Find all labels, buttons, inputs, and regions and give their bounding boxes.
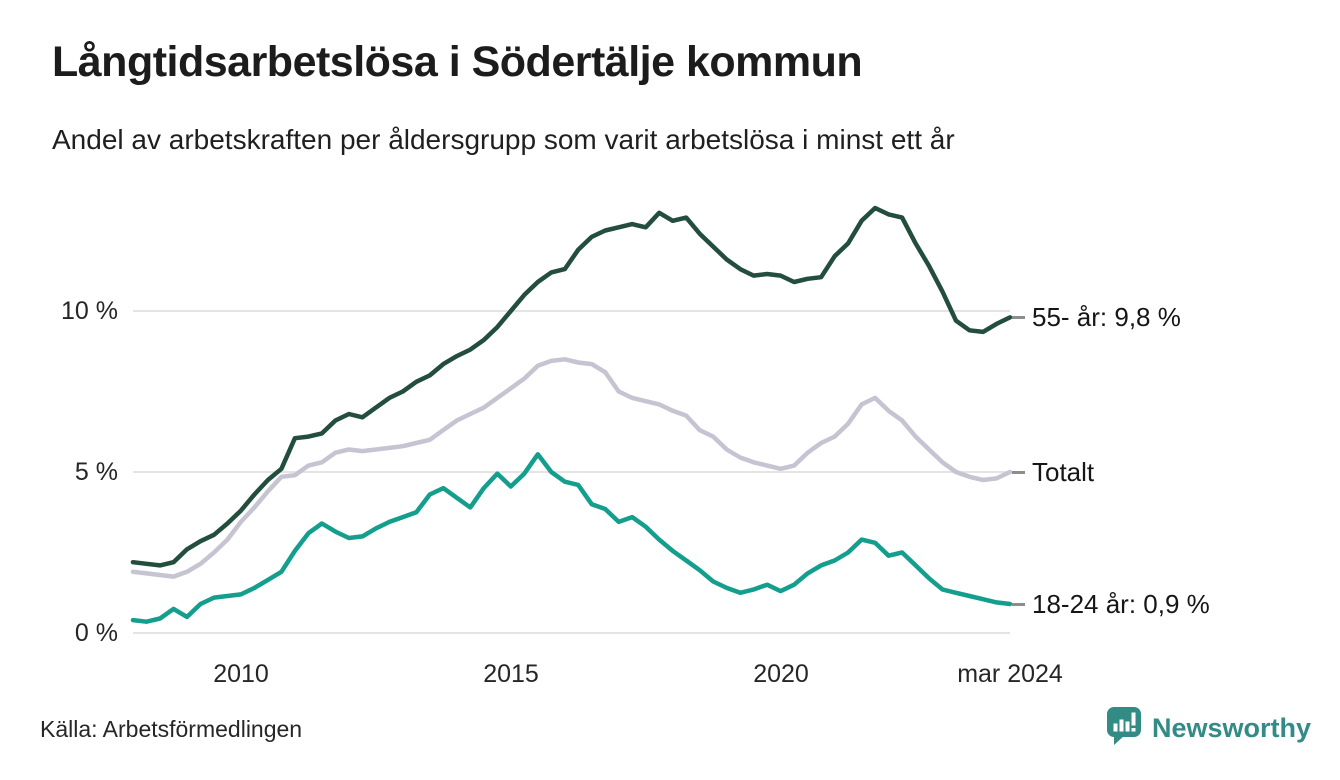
y-axis-tick-10: 10 % [61, 297, 118, 325]
series-end-label-text: Totalt [1032, 456, 1095, 487]
x-axis-tick-2020: 2020 [753, 660, 809, 688]
page-title: Långtidsarbetslösa i Södertälje kommun [52, 38, 863, 86]
series-line-18-24-ar [130, 452, 1013, 624]
label-tick-dash [1012, 315, 1025, 319]
series-end-label-totalt: Totalt [1012, 456, 1094, 488]
newsworthy-logo-icon [1106, 706, 1143, 751]
series-end-label-text: 18-24 år: 0,9 % [1032, 588, 1210, 619]
chart-subtitle: Andel av arbetskraften per åldersgrupp s… [52, 124, 955, 155]
newsworthy-brand-text: Newsworthy [1152, 713, 1312, 743]
label-tick-dash [1012, 470, 1025, 474]
series-end-label-55ar: 55- år: 9,8 % [1012, 301, 1181, 333]
series-end-label-text: 55- år: 9,8 % [1032, 301, 1181, 332]
newsworthy-brand: Newsworthy [1106, 706, 1311, 751]
x-axis-tick-2010: 2010 [213, 660, 269, 688]
series-end-label-18-24ar: 18-24 år: 0,9 % [1012, 588, 1210, 620]
series-line-totalt [130, 357, 1013, 579]
series-line-55-ar [130, 205, 1013, 568]
label-tick-dash [1012, 602, 1025, 606]
x-axis-tick-mar2024: mar 2024 [957, 660, 1063, 688]
y-axis-tick-5: 5 % [74, 458, 118, 486]
source-note: Källa: Arbetsförmedlingen [40, 716, 303, 742]
x-axis-tick-2015: 2015 [483, 660, 539, 688]
y-axis-tick-0: 0 % [74, 619, 118, 647]
